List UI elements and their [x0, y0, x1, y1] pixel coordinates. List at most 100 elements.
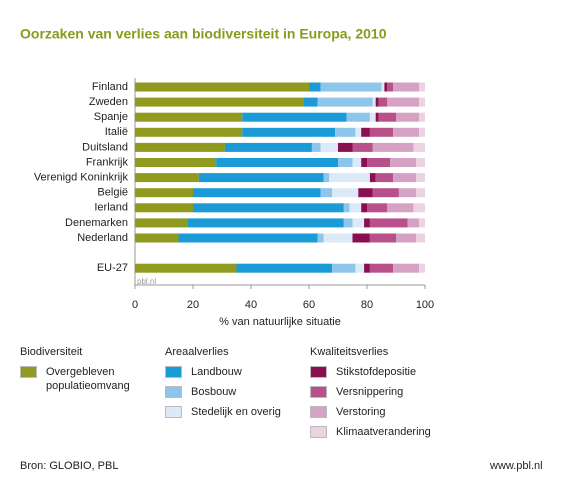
bar-segment — [381, 82, 385, 92]
bar-segment — [352, 142, 373, 152]
legend-label: Klimaatverandering — [336, 426, 431, 438]
x-axis-label: % van natuurlijke situatie — [219, 316, 341, 328]
bar-segment — [355, 263, 365, 273]
watermark: pbl.nl — [137, 277, 156, 286]
legend-label: Versnippering — [336, 386, 404, 398]
legend-label: Bosbouw — [191, 386, 237, 398]
y-tick-label: Verenigd Koninkrijk — [34, 172, 129, 184]
bar-segment — [338, 158, 353, 167]
bar-segment — [361, 203, 367, 213]
url: www.pbl.nl — [490, 460, 543, 472]
bar-segment — [135, 112, 243, 122]
chart-title: Oorzaken van verlies aan biodiversiteit … — [20, 26, 387, 42]
bar-segment — [329, 173, 370, 183]
bar-segment — [135, 82, 309, 92]
bar-segment — [369, 127, 394, 137]
bar-segment — [419, 218, 425, 228]
bar-segment — [135, 173, 199, 183]
y-tick-label: Denemarken — [65, 217, 128, 229]
bar-segment — [393, 173, 417, 183]
bar-segment — [367, 158, 391, 167]
bar-segment — [135, 188, 193, 198]
bar-segment — [369, 112, 376, 122]
bar-segment — [419, 112, 425, 122]
legend-swatch — [310, 386, 327, 398]
bar-segment — [364, 218, 370, 228]
bar-segment — [361, 127, 370, 137]
bar-segment — [375, 112, 379, 122]
legend-group-title: Areaalverlies — [165, 346, 229, 358]
bar-segment — [367, 203, 388, 213]
bar-segment — [135, 233, 179, 243]
bar-segment — [419, 82, 425, 92]
bar-segment — [384, 82, 388, 92]
bar-segment — [419, 263, 425, 273]
y-tick-label: Ierland — [94, 202, 128, 214]
bar-segment — [393, 127, 420, 137]
source: Bron: GLOBIO, PBL — [20, 460, 119, 472]
bar-segment — [378, 112, 396, 122]
bar-segment — [187, 218, 344, 228]
bar-segment — [369, 173, 376, 183]
y-tick-label: België — [97, 187, 128, 199]
bar-segment — [178, 233, 318, 243]
x-tick-label: 100 — [416, 299, 434, 311]
legend-label: Verstoring — [336, 406, 386, 418]
bar-segment — [320, 142, 338, 152]
bar-segment — [416, 188, 425, 198]
bar-segment — [320, 82, 382, 92]
bar-segment — [387, 97, 420, 107]
bar-segment — [413, 203, 425, 213]
legend-swatch — [165, 406, 182, 418]
bar-segment — [343, 218, 353, 228]
legend-swatch — [310, 406, 327, 418]
bar-segment — [375, 97, 379, 107]
legend-group-title: Biodiversiteit — [20, 346, 83, 358]
bar-segment — [372, 97, 376, 107]
y-tick-label: EU-27 — [97, 262, 128, 274]
legend-label: Stedelijk en overig — [191, 406, 281, 418]
bar-segment — [352, 233, 370, 243]
bar-segment — [375, 173, 394, 183]
bar-segment — [369, 218, 408, 228]
bar-segment — [369, 263, 394, 273]
x-tick-label: 80 — [361, 299, 373, 311]
bar-segment — [224, 142, 312, 152]
bar-segment — [323, 173, 330, 183]
bar-segment — [419, 97, 425, 107]
y-tick-label: Finland — [92, 81, 128, 93]
bar-segment — [346, 112, 370, 122]
bar-segment — [193, 188, 321, 198]
legend-label: Overgebleven populatieomvang — [46, 366, 130, 392]
bar-segment — [361, 158, 367, 167]
bar-segment — [343, 203, 350, 213]
bar-segment — [332, 188, 359, 198]
legend-label: Stikstofdepositie — [336, 366, 417, 378]
y-tick-label: Spanje — [94, 111, 128, 123]
bar-segment — [396, 233, 417, 243]
bar-segment — [390, 158, 417, 167]
y-tick-label: Duitsland — [82, 141, 128, 153]
legend-label: Landbouw — [191, 366, 242, 378]
bar-segment — [135, 142, 225, 152]
legend-group-title: Kwaliteitsverlies — [310, 346, 389, 358]
bar-segment — [216, 158, 338, 167]
bar-segment — [378, 97, 388, 107]
bar-segment — [193, 203, 344, 213]
bar-segment — [135, 203, 193, 213]
x-tick-label: 0 — [132, 299, 138, 311]
bar-segment — [332, 263, 356, 273]
bar-segment — [364, 263, 370, 273]
bar-segment — [317, 233, 324, 243]
y-tick-label: Frankrijk — [86, 156, 129, 168]
bar-segment — [317, 97, 373, 107]
bar-segment — [372, 142, 414, 152]
legend-swatch — [20, 366, 37, 378]
bar-segment — [320, 188, 333, 198]
bar-segment — [393, 82, 420, 92]
bar-segment — [416, 173, 425, 183]
y-tick-label: Zweden — [89, 96, 128, 108]
bar-segment — [393, 263, 420, 273]
bar-segment — [396, 112, 420, 122]
